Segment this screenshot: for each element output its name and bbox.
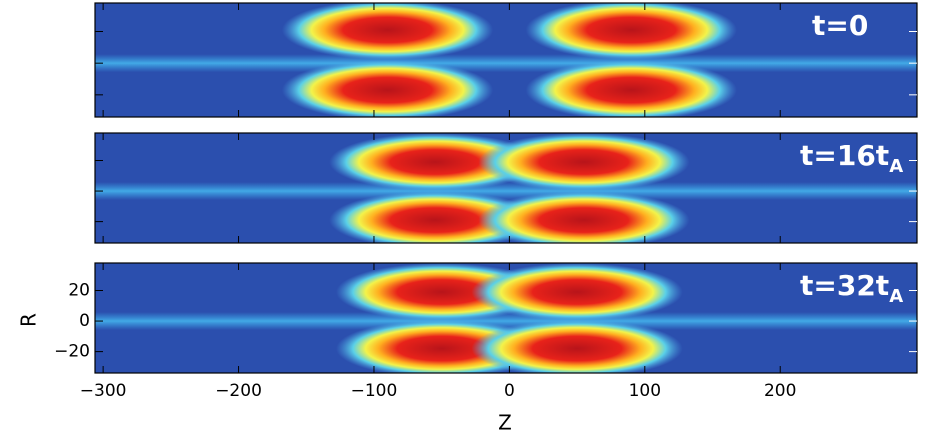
- panel-label-subscript: A: [889, 156, 903, 177]
- x-tick-label: −200: [215, 381, 262, 401]
- panel-label-text: t=32t: [800, 269, 889, 302]
- panel-label: t=16tA: [800, 139, 903, 177]
- density-blob: [329, 133, 541, 192]
- panel-label-text: t=0: [812, 9, 868, 42]
- panel-label-subscript: A: [889, 286, 903, 307]
- x-tick-label: −300: [80, 381, 127, 401]
- panel-label: t=32tA: [800, 269, 903, 307]
- axis-stripe: [95, 182, 917, 201]
- panel-label: t=0: [812, 9, 868, 42]
- panel: [95, 133, 917, 243]
- y-tick-label: −20: [54, 342, 90, 362]
- x-tick-label: −100: [351, 381, 398, 401]
- panel-frame: [94, 2, 918, 118]
- x-tick-label: 0: [504, 381, 515, 401]
- density-blob: [281, 3, 494, 60]
- y-axis-label: R: [17, 313, 41, 327]
- density-blob: [471, 319, 683, 373]
- density-blob: [471, 263, 683, 322]
- density-blob: [525, 3, 737, 60]
- x-tick-label: 100: [629, 381, 661, 401]
- panel: [95, 263, 917, 373]
- panel-label-text: t=16t: [800, 139, 889, 172]
- panel: [95, 3, 917, 117]
- panel-frame: [94, 262, 918, 374]
- density-blob: [478, 133, 690, 192]
- axis-stripe: [95, 312, 917, 331]
- density-blob: [281, 60, 494, 117]
- y-tick-label: 20: [68, 281, 90, 301]
- density-blob: [478, 191, 690, 243]
- panel-frame: [94, 132, 918, 244]
- x-axis-label: Z: [498, 411, 512, 435]
- x-tick-label: 200: [764, 381, 796, 401]
- density-blob: [525, 60, 737, 117]
- y-tick-label: 0: [79, 311, 90, 331]
- axis-stripe: [95, 54, 917, 73]
